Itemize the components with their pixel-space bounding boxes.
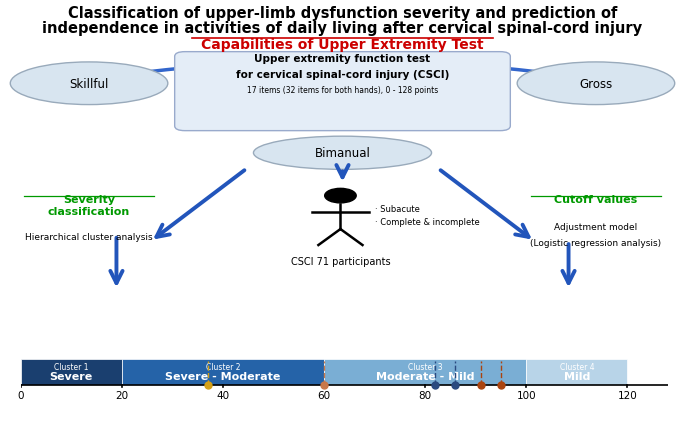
Text: Capabilities of Upper Extremity Test: Capabilities of Upper Extremity Test bbox=[201, 38, 484, 52]
Text: Hierarchical cluster analysis: Hierarchical cluster analysis bbox=[25, 232, 153, 241]
Text: Skillful: Skillful bbox=[69, 78, 109, 91]
Text: Cluster 2: Cluster 2 bbox=[206, 362, 240, 371]
Text: 17 items (32 items for both hands), 0 - 128 points: 17 items (32 items for both hands), 0 - … bbox=[247, 86, 438, 95]
Text: Moderate - Mild: Moderate - Mild bbox=[376, 371, 475, 381]
Text: for cervical spinal-cord injury (CSCI): for cervical spinal-cord injury (CSCI) bbox=[236, 69, 449, 80]
Text: Cluster 1: Cluster 1 bbox=[54, 362, 88, 371]
Text: Severity
classification: Severity classification bbox=[48, 194, 130, 216]
Text: Gross: Gross bbox=[580, 78, 612, 91]
Text: Cutoff values: Cutoff values bbox=[554, 194, 638, 204]
Circle shape bbox=[325, 189, 356, 203]
Text: Mild: Mild bbox=[564, 371, 590, 381]
Text: 100: 100 bbox=[516, 390, 536, 400]
Text: Severe - Moderate: Severe - Moderate bbox=[165, 371, 281, 381]
Text: · Complete & incomplete: · Complete & incomplete bbox=[375, 218, 480, 227]
Ellipse shape bbox=[10, 63, 168, 105]
Text: 60: 60 bbox=[317, 390, 331, 400]
Text: 0: 0 bbox=[17, 390, 24, 400]
Text: 80: 80 bbox=[419, 390, 432, 400]
Bar bbox=[324, 360, 526, 386]
Text: Cluster 3: Cluster 3 bbox=[408, 362, 443, 371]
Bar bbox=[21, 360, 122, 386]
Text: CSCI 71 participants: CSCI 71 participants bbox=[290, 256, 390, 266]
Text: Upper extremity function test: Upper extremity function test bbox=[254, 54, 431, 64]
Ellipse shape bbox=[517, 63, 675, 105]
Text: (Logistic regression analysis): (Logistic regression analysis) bbox=[530, 239, 662, 248]
FancyBboxPatch shape bbox=[175, 52, 510, 131]
Text: Cluster 4: Cluster 4 bbox=[560, 362, 594, 371]
Text: Bimanual: Bimanual bbox=[314, 147, 371, 160]
Text: Severe: Severe bbox=[49, 371, 92, 381]
Text: independence in activities of daily living after cervical spinal-cord injury: independence in activities of daily livi… bbox=[42, 21, 643, 36]
Bar bbox=[526, 360, 627, 386]
Text: · Subacute: · Subacute bbox=[375, 205, 420, 214]
Text: Classification of upper-limb dysfunction severity and prediction of: Classification of upper-limb dysfunction… bbox=[68, 6, 617, 21]
Bar bbox=[122, 360, 324, 386]
Text: Adjustment model: Adjustment model bbox=[554, 223, 638, 232]
Text: 120: 120 bbox=[618, 390, 637, 400]
Text: 20: 20 bbox=[115, 390, 128, 400]
Text: 40: 40 bbox=[216, 390, 229, 400]
Ellipse shape bbox=[253, 137, 432, 170]
